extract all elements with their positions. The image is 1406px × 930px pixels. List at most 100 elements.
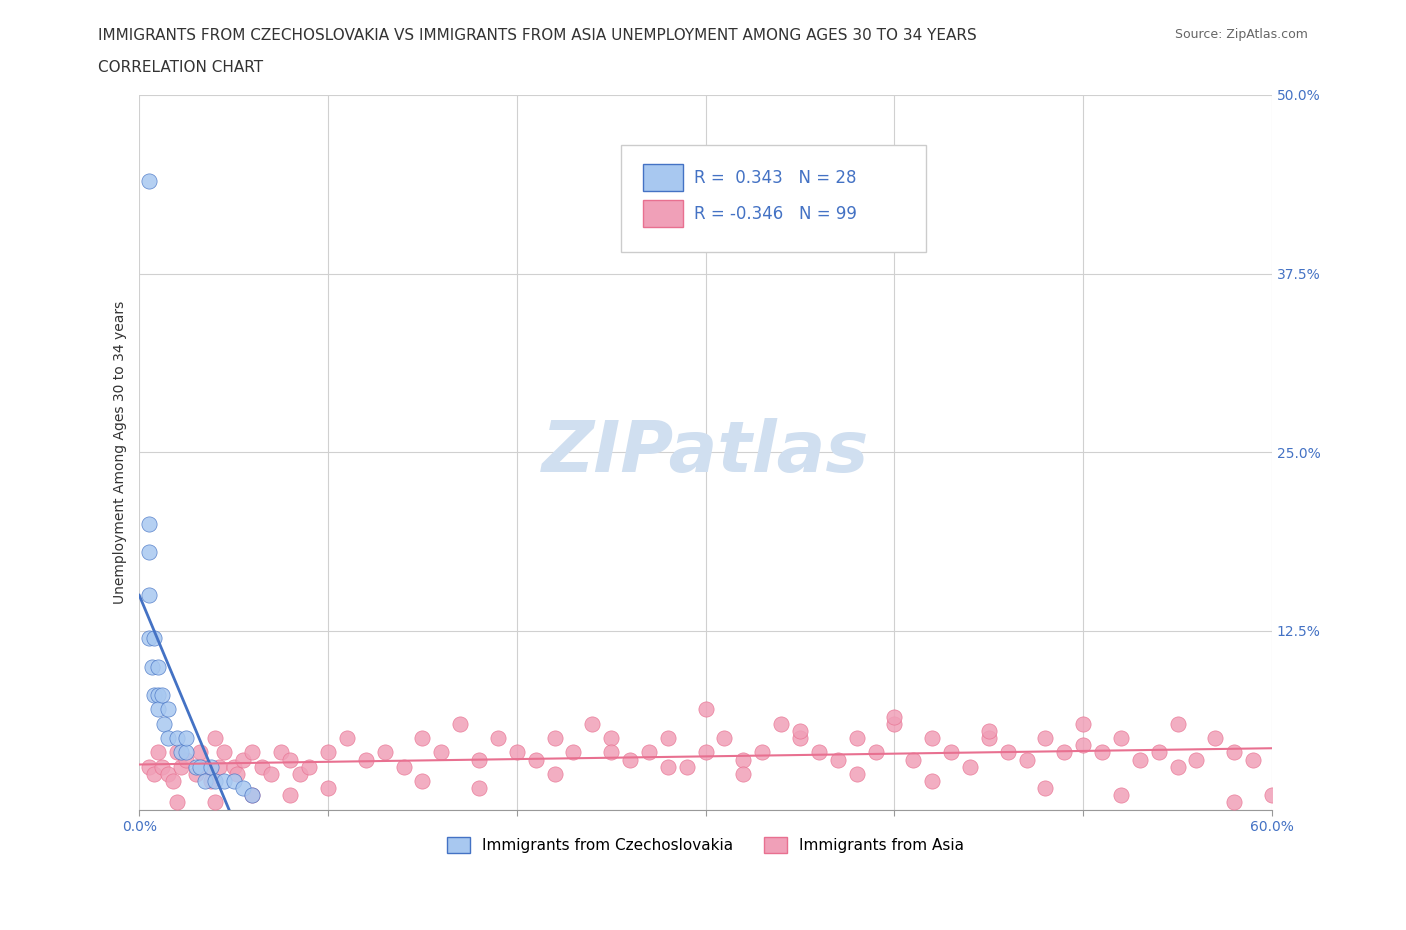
Point — [176, 745, 198, 760]
Point — [138, 588, 160, 603]
Point — [695, 702, 717, 717]
Point — [150, 688, 173, 703]
Point — [1223, 795, 1246, 810]
Point — [152, 716, 174, 731]
Point — [1071, 716, 1094, 731]
Point — [204, 774, 226, 789]
Point — [1053, 745, 1076, 760]
Point — [184, 766, 207, 781]
Point — [695, 745, 717, 760]
Text: R = -0.346   N = 99: R = -0.346 N = 99 — [695, 205, 858, 222]
Point — [883, 716, 905, 731]
Text: ZIPatlas: ZIPatlas — [541, 418, 869, 486]
Point — [600, 731, 623, 746]
Point — [242, 788, 264, 803]
Point — [883, 710, 905, 724]
Point — [146, 688, 169, 703]
Point — [524, 752, 547, 767]
Point — [194, 759, 217, 774]
Point — [226, 766, 249, 781]
Point — [288, 766, 311, 781]
Point — [138, 173, 160, 188]
Point — [751, 745, 773, 760]
Point — [977, 731, 1000, 746]
Point — [1204, 731, 1226, 746]
Point — [657, 759, 679, 774]
Point — [977, 724, 1000, 738]
Point — [827, 752, 849, 767]
Point — [713, 731, 735, 746]
Point — [997, 745, 1019, 760]
Point — [138, 516, 160, 531]
Point — [166, 795, 188, 810]
Point — [204, 731, 226, 746]
Point — [770, 716, 793, 731]
Point — [298, 759, 321, 774]
Point — [200, 774, 222, 789]
Point — [619, 752, 641, 767]
Point — [845, 766, 868, 781]
Point — [176, 731, 198, 746]
Point — [138, 631, 160, 645]
Point — [354, 752, 377, 767]
Point — [1109, 788, 1132, 803]
Point — [212, 774, 235, 789]
Point — [374, 745, 396, 760]
Point — [188, 759, 211, 774]
Point — [250, 759, 273, 774]
Point — [1147, 745, 1170, 760]
Text: CORRELATION CHART: CORRELATION CHART — [98, 60, 263, 75]
Point — [1167, 716, 1189, 731]
Point — [1223, 745, 1246, 760]
Point — [921, 774, 943, 789]
Point — [1071, 737, 1094, 752]
Point — [392, 759, 415, 774]
Point — [1185, 752, 1208, 767]
Point — [162, 774, 184, 789]
Point — [260, 766, 283, 781]
Point — [188, 745, 211, 760]
Point — [222, 759, 245, 774]
Point — [543, 731, 565, 746]
Point — [212, 745, 235, 760]
Point — [194, 774, 217, 789]
Point — [411, 774, 433, 789]
Point — [150, 759, 173, 774]
Point — [232, 752, 254, 767]
Point — [184, 759, 207, 774]
Point — [316, 780, 339, 795]
Point — [921, 731, 943, 746]
Point — [1035, 731, 1057, 746]
Point — [430, 745, 453, 760]
Point — [242, 745, 264, 760]
Point — [1241, 752, 1264, 767]
FancyBboxPatch shape — [644, 200, 683, 227]
Point — [222, 774, 245, 789]
Point — [543, 766, 565, 781]
Point — [156, 702, 179, 717]
Point — [1261, 788, 1284, 803]
Point — [789, 731, 811, 746]
Text: R =  0.343   N = 28: R = 0.343 N = 28 — [695, 169, 856, 187]
Point — [138, 759, 160, 774]
Point — [449, 716, 471, 731]
Point — [138, 545, 160, 560]
Point — [581, 716, 603, 731]
Point — [278, 752, 301, 767]
Point — [562, 745, 585, 760]
Point — [600, 745, 623, 760]
Point — [657, 731, 679, 746]
Text: IMMIGRANTS FROM CZECHOSLOVAKIA VS IMMIGRANTS FROM ASIA UNEMPLOYMENT AMONG AGES 3: IMMIGRANTS FROM CZECHOSLOVAKIA VS IMMIGR… — [98, 28, 977, 43]
Point — [242, 788, 264, 803]
FancyBboxPatch shape — [644, 165, 683, 192]
Point — [143, 766, 166, 781]
Point — [170, 745, 193, 760]
Point — [316, 745, 339, 760]
Point — [166, 731, 188, 746]
Point — [143, 631, 166, 645]
Point — [959, 759, 981, 774]
Point — [468, 780, 491, 795]
Point — [1129, 752, 1152, 767]
Point — [166, 745, 188, 760]
Point — [170, 759, 193, 774]
